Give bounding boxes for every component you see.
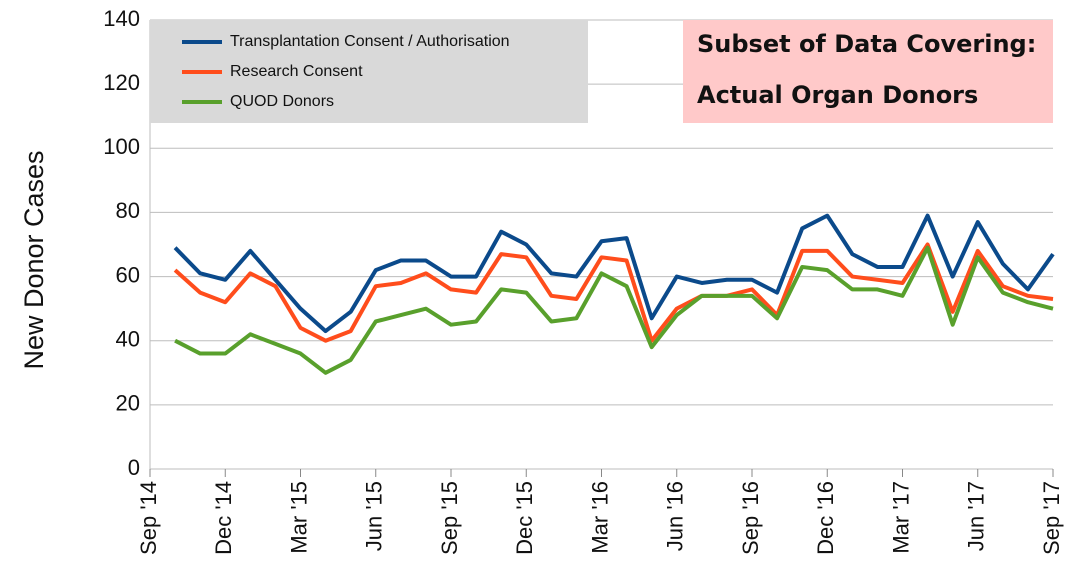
x-tick-label: Mar '16 (587, 481, 612, 554)
x-tick-label: Mar '17 (888, 481, 913, 554)
x-tick-label: Dec '14 (211, 481, 236, 555)
x-tick-label: Jun '16 (663, 481, 688, 551)
y-tick-label: 60 (116, 262, 140, 287)
x-tick-label: Mar '15 (286, 481, 311, 554)
x-tick-label: Sep '16 (738, 481, 763, 555)
legend-label: Research Consent (230, 63, 363, 80)
y-tick-label: 20 (116, 391, 140, 416)
y-tick-label: 120 (103, 70, 140, 95)
y-tick-label: 140 (103, 6, 140, 31)
x-tick-label: Dec '16 (813, 481, 838, 555)
annotation-text: Subset of Data Covering: (697, 30, 1036, 58)
series-line (174, 245, 1054, 375)
annotation-box (683, 20, 1053, 123)
legend-label: QUOD Donors (230, 93, 334, 110)
series-line (173, 213, 1055, 334)
y-tick-label: 40 (116, 327, 140, 352)
x-tick-label: Sep '17 (1039, 481, 1064, 555)
y-tick-label: 80 (116, 198, 140, 223)
x-tick-label: Jun '15 (362, 481, 387, 551)
y-tick-label: 0 (128, 455, 140, 480)
annotation-text: Actual Organ Donors (697, 81, 978, 109)
y-tick-label: 100 (103, 134, 140, 159)
x-tick-label: Sep '15 (437, 481, 462, 555)
x-tick-label: Dec '15 (512, 481, 537, 555)
legend-label: Transplantation Consent / Authorisation (230, 33, 510, 50)
series-line (173, 242, 1054, 343)
x-tick-label: Sep '14 (136, 481, 161, 555)
x-tick-label: Jun '17 (964, 481, 989, 551)
legend-box (150, 20, 588, 123)
y-axis-label: New Donor Cases (19, 150, 49, 369)
